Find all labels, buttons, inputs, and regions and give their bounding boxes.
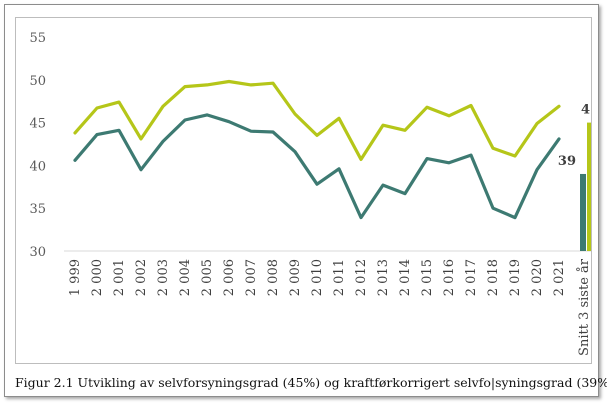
x-tick-label: 2 016 xyxy=(442,259,457,296)
x-tick-label: 2 003 xyxy=(156,259,171,296)
x-tick-label: 2 008 xyxy=(266,259,281,296)
y-tick-label: 50 xyxy=(29,74,46,89)
x-tick-label: 2 018 xyxy=(486,259,501,296)
chart-area: 30 35 40 45 50 55 1 999 2 000 2 001 2 002 2 003 2 0… xyxy=(15,17,592,364)
x-tick-label: 2 013 xyxy=(376,259,391,296)
x-tick-label: 2 007 xyxy=(244,259,259,296)
y-tick-label: 45 xyxy=(29,117,46,132)
y-tick-label: 35 xyxy=(29,202,46,217)
y-tick-label: 30 xyxy=(29,245,46,260)
figure-caption: Figur 2.1 Utvikling av selvforsyningsgra… xyxy=(15,375,607,390)
x-tick-label: 2 009 xyxy=(288,259,303,296)
summary-bar-label: 39 xyxy=(558,154,576,169)
x-tick-label: 2 002 xyxy=(134,259,149,296)
x-tick-label: 1 999 xyxy=(68,259,83,296)
summary-bar-2 xyxy=(587,122,591,251)
series-line-2 xyxy=(73,113,561,220)
x-tick-label: 2 004 xyxy=(178,259,193,296)
x-tick-label: 2 010 xyxy=(310,259,325,296)
x-tick-label: 2 021 xyxy=(552,259,567,296)
x-tick-label: 2 006 xyxy=(222,259,237,296)
line-chart: 30 35 40 45 50 55 1 999 2 000 2 001 2 002 2 003 2 0… xyxy=(29,31,591,356)
summary-category-label: Snitt 3 siste år xyxy=(576,258,591,356)
series-line-1 xyxy=(73,79,561,161)
x-tick-label: 2 001 xyxy=(112,259,127,296)
x-tick-label: 2 011 xyxy=(332,259,347,296)
x-tick-label: 2 005 xyxy=(200,259,215,296)
x-tick-label: 2 017 xyxy=(464,259,479,296)
y-tick-label: 55 xyxy=(29,31,46,46)
x-tick-label: 2 014 xyxy=(398,259,413,296)
summary-bar-label: 45 xyxy=(581,103,591,118)
x-tick-label: 2 000 xyxy=(90,259,105,296)
x-tick-label: 2 012 xyxy=(354,259,369,296)
x-tick-label: 2 015 xyxy=(420,259,435,296)
x-tick-label: 2 019 xyxy=(508,259,523,296)
figure-frame: 30 35 40 45 50 55 1 999 2 000 2 001 2 002 2 003 2 0… xyxy=(4,4,607,397)
y-tick-label: 40 xyxy=(29,159,46,174)
summary-bar-1 xyxy=(580,173,586,251)
x-tick-label: 2 020 xyxy=(530,259,545,296)
